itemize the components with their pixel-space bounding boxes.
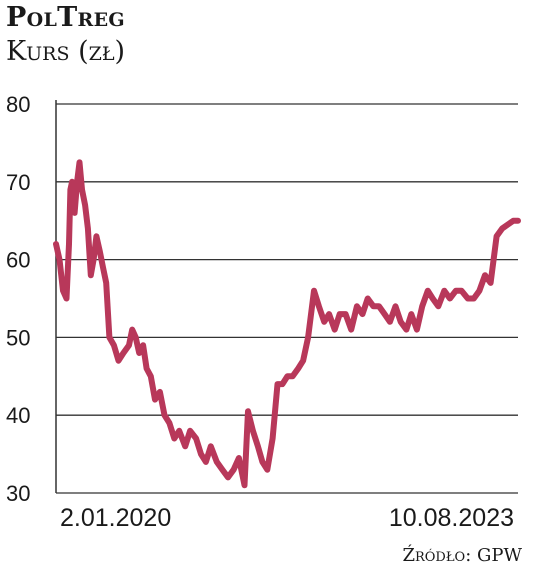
y-tick-label-40: 40 (6, 403, 30, 428)
y-tick-label-60: 60 (6, 248, 30, 273)
x-tick-label-end: 10.08.2023 (389, 504, 514, 532)
chart-title: PolTreg (6, 2, 125, 33)
y-tick-label-80: 80 (6, 92, 30, 117)
y-tick-label-50: 50 (6, 325, 30, 350)
chart-subtitle: Kurs (zł) (6, 36, 126, 67)
x-tick-label-start: 2.01.2020 (60, 504, 171, 532)
price-series-line (53, 159, 521, 489)
y-tick-label-70: 70 (6, 170, 30, 195)
y-tick-label-30: 30 (6, 481, 30, 506)
source-note: Źródło: GPW (402, 545, 522, 566)
